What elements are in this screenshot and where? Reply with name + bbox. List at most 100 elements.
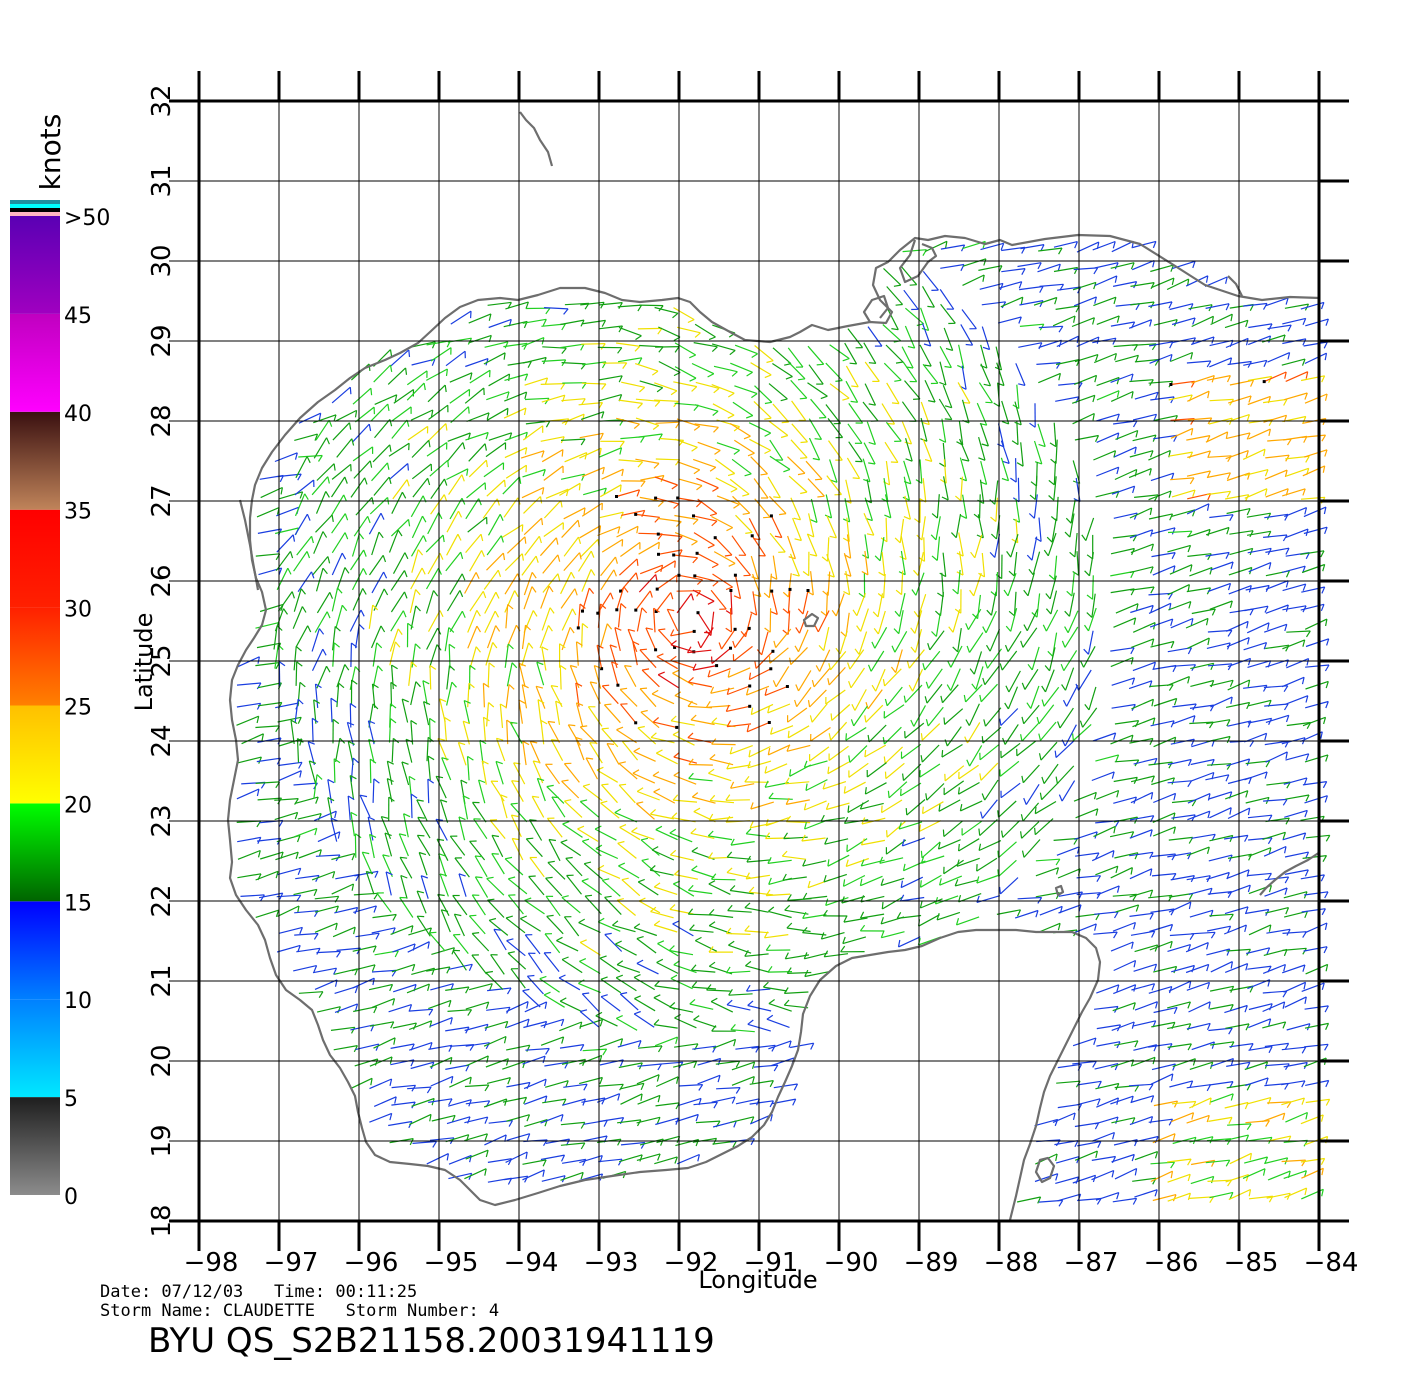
- wind-vector: [297, 571, 312, 593]
- wind-vector: [768, 910, 792, 919]
- wind-vector: [1129, 889, 1153, 898]
- wind-barb: [656, 749, 663, 754]
- wind-barb: [670, 974, 678, 980]
- wind-vector: [388, 718, 392, 743]
- wind-vector: [1133, 963, 1157, 972]
- wind-vector: [448, 644, 451, 669]
- wind-vector: [390, 518, 409, 537]
- wind-vector: [1167, 1192, 1191, 1202]
- wind-barb: [824, 837, 829, 845]
- wind-barb: [871, 641, 876, 649]
- wind-vector: [1068, 592, 1075, 617]
- wind-barb: [327, 476, 330, 484]
- wind-vector: [428, 999, 452, 1010]
- wind-vector: [847, 799, 870, 814]
- wind-vector: [563, 507, 586, 520]
- wind-vector: [330, 698, 333, 723]
- wind-barb: [1282, 832, 1286, 840]
- wind-vector: [527, 952, 543, 974]
- wind-barb: [481, 760, 489, 765]
- wind-vector: [1264, 623, 1287, 633]
- colorbar-tick-label: 35: [64, 500, 92, 525]
- wind-vector: [691, 969, 716, 973]
- wind-barb: [1134, 1168, 1138, 1176]
- wind-vector: [1043, 763, 1059, 784]
- wind-vector: [825, 494, 833, 519]
- wind-vector: [560, 1171, 584, 1181]
- wind-vector: [1001, 400, 1010, 425]
- wind-vector: [279, 770, 302, 781]
- wind-barb: [842, 397, 850, 401]
- wind-vector: [711, 878, 736, 881]
- wind-vector: [1303, 506, 1327, 518]
- wind-vector: [744, 930, 769, 934]
- wind-barb: [691, 386, 698, 392]
- wind-barb: [861, 570, 869, 576]
- wind-vector: [1210, 961, 1233, 973]
- wind-barb: [459, 590, 464, 598]
- wind-barb: [908, 684, 914, 692]
- wind-barb: [672, 920, 680, 925]
- wind-barb: [1246, 508, 1251, 516]
- wind-barb: [1168, 592, 1173, 600]
- wind-vector: [579, 960, 601, 975]
- wind-vector: [1224, 1004, 1248, 1014]
- wind-vector: [1186, 360, 1211, 364]
- wind-vector: [336, 567, 346, 591]
- wind-barb: [733, 503, 740, 509]
- wind-vector: [237, 836, 261, 843]
- wind-vector: [1228, 1188, 1251, 1201]
- wind-barb: [465, 1064, 470, 1072]
- wind-vector: [940, 263, 965, 269]
- wind-barb: [518, 476, 522, 484]
- wind-vector: [846, 534, 852, 559]
- wind-barb: [544, 1095, 548, 1103]
- wind-barb: [1021, 682, 1026, 690]
- wind-vector: [673, 774, 697, 785]
- y-axis-label: Latitude: [130, 613, 158, 712]
- wind-barb: [827, 678, 830, 686]
- wind-vector: [899, 518, 905, 543]
- wind-barb: [1027, 663, 1033, 671]
- wind-vector: [1134, 1151, 1158, 1161]
- wind-barb: [1149, 319, 1153, 327]
- wind-vector: [542, 1098, 566, 1104]
- wind-barb: [1268, 562, 1272, 570]
- wind-vector: [578, 982, 601, 994]
- wind-barb: [656, 958, 664, 964]
- rain-flag-marker: [596, 611, 600, 615]
- wind-barb: [524, 391, 528, 400]
- wind-barb: [690, 593, 694, 601]
- wind-vector: [687, 649, 712, 654]
- wind-vector: [524, 899, 545, 915]
- wind-barb: [364, 477, 368, 485]
- wind-vector: [984, 779, 999, 801]
- wind-vector: [1015, 458, 1017, 483]
- wind-vector: [979, 479, 985, 504]
- x-tick-label: −97: [264, 1248, 319, 1278]
- wind-vector: [296, 738, 300, 763]
- wind-vector: [1190, 679, 1214, 687]
- wind-vector: [565, 857, 583, 877]
- wind-vector: [637, 327, 662, 330]
- wind-barb: [1131, 391, 1134, 399]
- wind-barb: [1113, 931, 1118, 939]
- wind-vector: [1045, 609, 1059, 632]
- wind-barb: [438, 853, 446, 857]
- wind-barb: [617, 526, 621, 534]
- wind-vector: [1053, 422, 1057, 447]
- wind-vector: [479, 740, 484, 765]
- wind-vector: [609, 644, 618, 669]
- wind-vector: [692, 796, 716, 804]
- wind-barb: [542, 1159, 547, 1167]
- wind-vector: [448, 1154, 472, 1165]
- wind-vector: [255, 870, 279, 881]
- wind-vector: [355, 496, 373, 516]
- wind-barb: [403, 570, 408, 578]
- wind-barb: [1302, 832, 1307, 840]
- wind-vector: [669, 949, 694, 956]
- wind-barb: [1038, 443, 1046, 448]
- wind-vector: [673, 381, 697, 388]
- wind-barb: [1030, 481, 1037, 487]
- wind-vector: [618, 865, 640, 879]
